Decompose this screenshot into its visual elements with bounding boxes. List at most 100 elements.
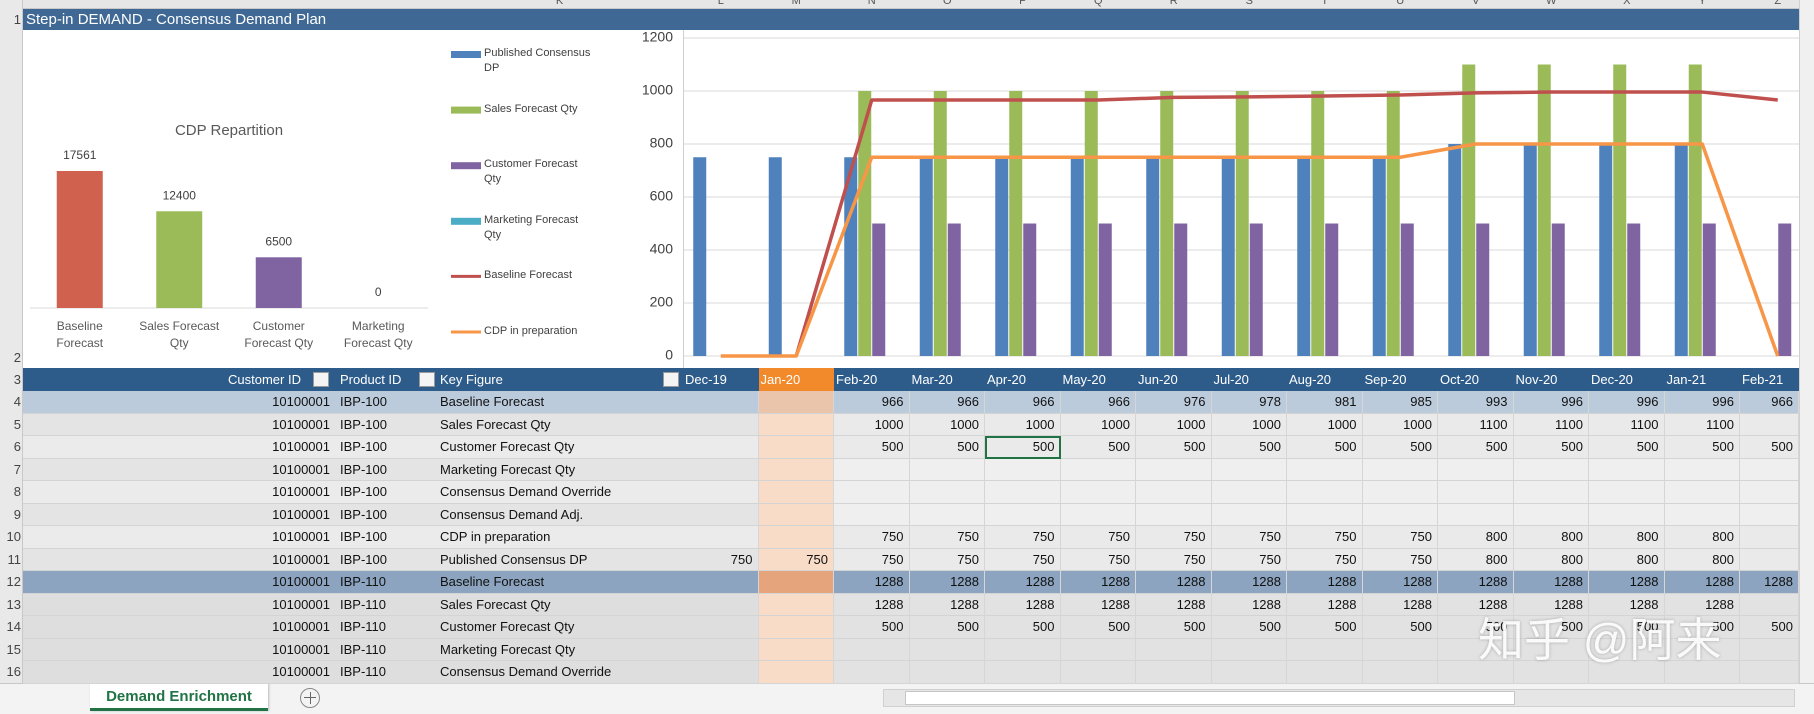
cell: 750	[758, 548, 834, 571]
cell	[1589, 661, 1665, 684]
bar	[1325, 223, 1339, 356]
cell: IBP-100	[340, 461, 387, 477]
cell: IBP-100	[340, 551, 387, 567]
cell	[683, 571, 759, 594]
cell: 1000	[834, 413, 910, 436]
cell: 1288	[834, 593, 910, 616]
cell	[1287, 661, 1363, 684]
cell: 10100001	[272, 641, 330, 657]
cell: 800	[1513, 526, 1589, 549]
cell	[1136, 503, 1212, 526]
cell	[834, 458, 910, 481]
cell: 976	[1136, 391, 1212, 414]
cell: 750	[1136, 548, 1212, 571]
cell	[1664, 481, 1740, 504]
cell	[1211, 458, 1287, 481]
cell: 750	[1060, 548, 1136, 571]
cell: 10100001	[272, 461, 330, 477]
bar	[919, 157, 933, 356]
bar	[56, 171, 103, 308]
row-number: 12	[6, 574, 21, 589]
cell: 1288	[1513, 593, 1589, 616]
cell: 500	[834, 436, 910, 459]
cell	[758, 458, 834, 481]
cell: CDP in preparation	[440, 529, 551, 544]
cell: 10100001	[272, 574, 330, 589]
chart-title: CDP Repartition	[175, 122, 283, 139]
vertical-scrollbar[interactable]	[1799, 0, 1814, 683]
bar	[1023, 223, 1037, 356]
month-header: Mar-20	[911, 372, 953, 387]
cell: 1000	[1136, 413, 1212, 436]
column-header: Customer ID	[228, 372, 301, 387]
cell: 800	[1438, 526, 1514, 549]
cell	[1513, 481, 1589, 504]
line-series	[720, 142, 1780, 358]
bar	[1400, 223, 1414, 356]
cell: 750	[683, 548, 759, 571]
filter-button[interactable]	[419, 372, 435, 387]
cell	[909, 661, 985, 684]
filter-button[interactable]	[313, 372, 329, 387]
cell: 1288	[1060, 571, 1136, 594]
cell	[1740, 503, 1799, 526]
cell: IBP-100	[340, 529, 387, 544]
bar	[995, 157, 1009, 356]
cell: 996	[1513, 391, 1589, 414]
cell: 500	[1513, 616, 1589, 639]
y-tick-label: 200	[650, 294, 674, 310]
cell: IBP-100	[340, 506, 387, 522]
cell	[1740, 661, 1799, 684]
cell	[758, 593, 834, 616]
chart-separator	[683, 30, 684, 368]
plot-area	[693, 64, 1792, 358]
cell	[1060, 458, 1136, 481]
data-label: 17561	[63, 148, 97, 162]
cell	[1060, 503, 1136, 526]
cell: 750	[1060, 526, 1136, 549]
bar	[1476, 223, 1490, 356]
cell: 966	[1060, 391, 1136, 414]
bar	[1462, 64, 1476, 356]
column-header-strip	[0, 0, 1814, 9]
cell	[1438, 458, 1514, 481]
cell: Marketing Forecast Qty	[440, 641, 576, 657]
cell: 1000	[1211, 413, 1287, 436]
column-letter: T	[1321, 0, 1329, 7]
bar	[1311, 91, 1325, 356]
cell	[1513, 638, 1589, 661]
selected-cell[interactable]	[985, 436, 1061, 459]
cell	[1664, 661, 1740, 684]
add-sheet-button[interactable]	[300, 688, 320, 708]
tab-nav-prev[interactable]	[14, 692, 24, 704]
sheet-tab-label[interactable]: Demand Enrichment	[106, 688, 252, 705]
cell: 10100001	[272, 394, 330, 409]
cell: 750	[1211, 526, 1287, 549]
cell: 750	[834, 548, 910, 571]
cell: Consensus Demand Override	[440, 664, 612, 679]
cell: IBP-100	[340, 439, 387, 454]
scroll-thumb[interactable]	[905, 691, 1515, 705]
cell: 1100	[1664, 413, 1740, 436]
line-series	[794, 90, 1778, 357]
cell: 750	[985, 526, 1061, 549]
cell	[683, 616, 759, 639]
sheet-tab[interactable]	[90, 683, 268, 711]
x-tick-label: Sales Forecast Qty	[139, 319, 220, 350]
cell	[683, 503, 759, 526]
cell: Baseline Forecast	[440, 574, 545, 589]
cell: 750	[1287, 526, 1363, 549]
cell: 1288	[1664, 593, 1740, 616]
cell: 10100001	[272, 416, 330, 432]
month-header-highlight	[758, 368, 834, 391]
filter-button[interactable]	[663, 372, 679, 387]
cell: 500	[1664, 436, 1740, 459]
cell: 500	[1362, 436, 1438, 459]
data-label: 0	[375, 285, 382, 299]
legend-label: CDP in preparation	[484, 325, 578, 337]
row-number: 3	[13, 372, 21, 387]
bar	[768, 157, 782, 356]
bar	[1448, 144, 1462, 356]
row-background	[23, 413, 683, 436]
column-letter: M	[791, 0, 801, 7]
